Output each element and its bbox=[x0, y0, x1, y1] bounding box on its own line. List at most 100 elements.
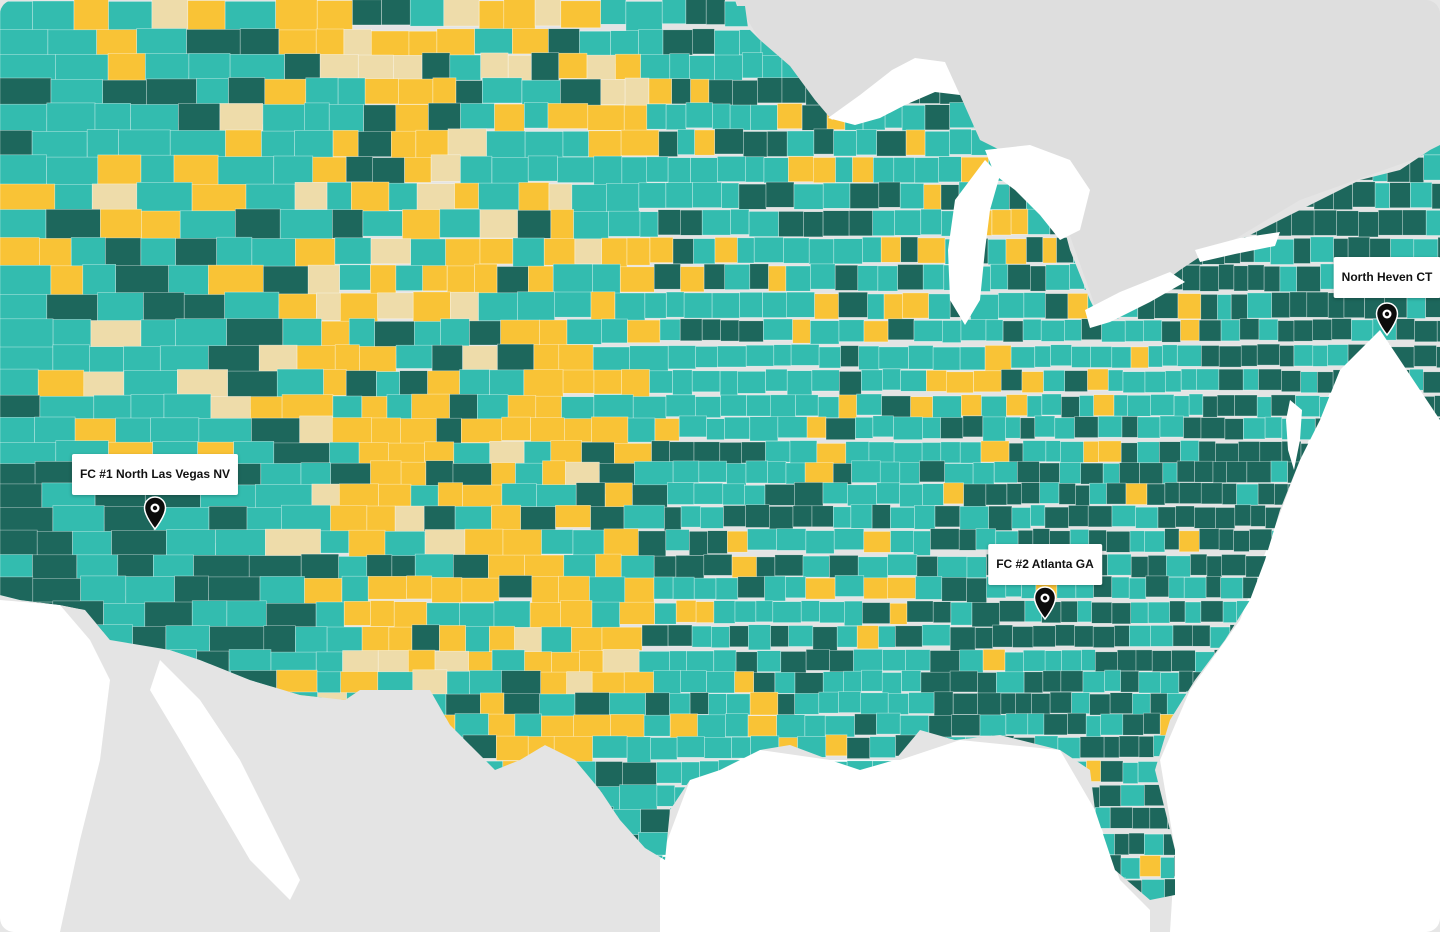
county-region[interactable] bbox=[726, 693, 751, 716]
county-region[interactable] bbox=[812, 157, 836, 184]
county-region[interactable] bbox=[675, 555, 705, 581]
county-region[interactable] bbox=[657, 209, 681, 236]
county-region[interactable] bbox=[625, 1, 663, 33]
county-region[interactable] bbox=[742, 131, 768, 158]
county-region[interactable] bbox=[757, 77, 783, 104]
county-region[interactable] bbox=[763, 318, 793, 341]
county-region[interactable] bbox=[881, 672, 902, 695]
county-region[interactable] bbox=[924, 131, 950, 157]
county-region[interactable] bbox=[1171, 649, 1196, 672]
county-region[interactable] bbox=[765, 440, 791, 463]
county-region[interactable] bbox=[1402, 209, 1427, 236]
county-region[interactable] bbox=[1060, 600, 1078, 623]
county-region[interactable] bbox=[739, 291, 763, 318]
county-region[interactable] bbox=[770, 394, 796, 420]
county-region[interactable] bbox=[398, 78, 434, 105]
map-pin-icon[interactable] bbox=[1033, 586, 1057, 620]
county-region[interactable] bbox=[644, 292, 667, 319]
county-region[interactable] bbox=[1089, 482, 1107, 505]
county-region[interactable] bbox=[1005, 416, 1021, 439]
county-region[interactable] bbox=[404, 157, 432, 183]
county-region[interactable] bbox=[940, 417, 964, 439]
county-region[interactable] bbox=[836, 625, 858, 648]
county-region[interactable] bbox=[1114, 625, 1130, 647]
county-region[interactable] bbox=[747, 528, 778, 551]
county-region[interactable] bbox=[1233, 265, 1249, 292]
county-region[interactable] bbox=[1176, 460, 1195, 483]
county-region[interactable] bbox=[786, 370, 813, 397]
county-region[interactable] bbox=[1147, 555, 1167, 577]
county-region[interactable] bbox=[850, 504, 873, 529]
county-region[interactable] bbox=[555, 504, 591, 528]
county-region[interactable] bbox=[692, 182, 723, 208]
county-region[interactable] bbox=[1212, 461, 1227, 484]
county-region[interactable] bbox=[941, 577, 967, 602]
county-region[interactable] bbox=[488, 625, 515, 653]
county-region[interactable] bbox=[1122, 762, 1139, 784]
county-region[interactable] bbox=[518, 182, 550, 215]
county-region[interactable] bbox=[999, 600, 1026, 623]
county-region[interactable] bbox=[1220, 319, 1241, 342]
county-region[interactable] bbox=[1104, 669, 1121, 692]
county-region[interactable] bbox=[1045, 440, 1061, 463]
county-region[interactable] bbox=[1132, 807, 1151, 829]
county-region[interactable] bbox=[748, 211, 779, 237]
county-region[interactable] bbox=[560, 78, 602, 107]
county-region[interactable] bbox=[1144, 530, 1166, 553]
county-region[interactable] bbox=[899, 483, 924, 508]
county-region[interactable] bbox=[1111, 505, 1136, 527]
county-region[interactable] bbox=[1247, 292, 1272, 319]
county-region[interactable] bbox=[1087, 368, 1109, 391]
county-region[interactable] bbox=[562, 369, 595, 394]
county-region[interactable] bbox=[388, 182, 418, 211]
county-region[interactable] bbox=[871, 504, 891, 529]
county-region[interactable] bbox=[694, 129, 716, 156]
county-region[interactable] bbox=[1012, 626, 1034, 648]
county-region[interactable] bbox=[1128, 832, 1145, 855]
county-region[interactable] bbox=[1182, 264, 1201, 291]
county-region[interactable] bbox=[1093, 394, 1115, 417]
county-region[interactable] bbox=[667, 157, 691, 184]
county-region[interactable] bbox=[695, 601, 715, 623]
county-region[interactable] bbox=[1064, 319, 1082, 342]
county-region[interactable] bbox=[1040, 320, 1065, 342]
county-region[interactable] bbox=[1127, 394, 1151, 417]
county-region[interactable] bbox=[1150, 693, 1168, 715]
county-region[interactable] bbox=[959, 505, 990, 531]
county-region[interactable] bbox=[498, 575, 533, 598]
county-region[interactable] bbox=[669, 53, 690, 80]
county-region[interactable] bbox=[1049, 691, 1072, 714]
county-region[interactable] bbox=[811, 369, 840, 392]
county-region[interactable] bbox=[825, 734, 848, 757]
county-region[interactable] bbox=[1137, 441, 1160, 464]
county-region[interactable] bbox=[877, 265, 899, 292]
county-region[interactable] bbox=[1061, 396, 1080, 418]
county-region[interactable] bbox=[1082, 671, 1106, 693]
county-region[interactable] bbox=[1139, 855, 1161, 877]
county-region[interactable] bbox=[749, 416, 779, 442]
county-region[interactable] bbox=[685, 0, 707, 25]
county-region[interactable] bbox=[627, 319, 661, 344]
county-region[interactable] bbox=[370, 238, 411, 265]
county-region[interactable] bbox=[856, 393, 882, 416]
county-region[interactable] bbox=[1240, 344, 1258, 367]
county-region[interactable] bbox=[714, 54, 743, 81]
county-region[interactable] bbox=[1097, 415, 1123, 438]
county-region[interactable] bbox=[1160, 672, 1180, 694]
county-region[interactable] bbox=[1218, 368, 1244, 391]
county-region[interactable] bbox=[683, 292, 713, 319]
county-region[interactable] bbox=[294, 182, 328, 210]
county-region[interactable] bbox=[1120, 784, 1145, 807]
county-region[interactable] bbox=[1351, 319, 1374, 342]
county-region[interactable] bbox=[653, 576, 674, 600]
county-region[interactable] bbox=[824, 715, 855, 738]
county-region[interactable] bbox=[341, 575, 369, 604]
county-region[interactable] bbox=[1100, 760, 1124, 783]
county-region[interactable] bbox=[1000, 369, 1023, 391]
county-region[interactable] bbox=[776, 528, 807, 551]
county-region[interactable] bbox=[1230, 293, 1248, 320]
county-region[interactable] bbox=[1198, 440, 1216, 463]
county-region[interactable] bbox=[638, 182, 667, 209]
county-region[interactable] bbox=[838, 691, 862, 713]
county-region[interactable] bbox=[1007, 264, 1031, 291]
